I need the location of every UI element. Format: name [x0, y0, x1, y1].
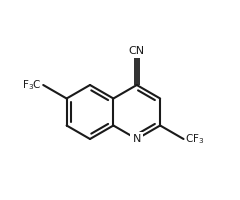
Text: N: N: [132, 134, 141, 144]
Text: CF$_3$: CF$_3$: [185, 132, 204, 146]
Text: F$_3$C: F$_3$C: [23, 78, 42, 92]
Text: CN: CN: [129, 46, 145, 56]
